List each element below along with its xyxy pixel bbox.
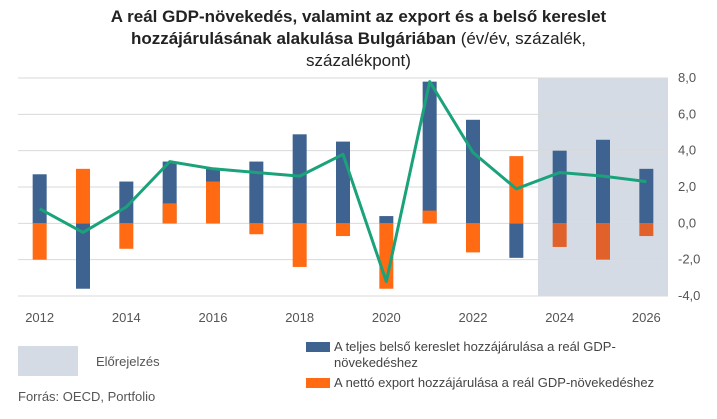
title-line2-rest: (év/év, százalék, <box>455 29 587 48</box>
legend-domestic-label: A teljes belső kereslet hozzájárulása a … <box>334 339 616 371</box>
bar-domestic-2018 <box>292 134 307 224</box>
bar-domestic-2021 <box>422 81 437 224</box>
x-tick-label: 2014 <box>112 310 141 325</box>
y-tick-label: 6,0 <box>678 106 696 121</box>
bar-domestic-2026 <box>639 168 654 224</box>
bar-export-2012 <box>32 223 47 260</box>
bar-export-2021 <box>422 210 437 224</box>
bar-domestic-2014 <box>119 181 134 224</box>
y-tick-label: -2,0 <box>678 252 700 267</box>
bar-domestic-2022 <box>466 119 480 224</box>
bar-export-2018 <box>292 223 307 267</box>
bar-export-2026 <box>639 223 654 237</box>
bar-export-2022 <box>466 223 480 253</box>
source-note: Forrás: OECD, Portfolio <box>18 389 156 404</box>
bar-domestic-2013 <box>76 223 90 289</box>
bar-domestic-2020 <box>379 216 394 224</box>
legend-domestic-line2: növekedéshez <box>334 355 418 370</box>
chart-title: A reál GDP-növekedés, valamint az export… <box>0 6 717 72</box>
x-tick-label: 2026 <box>632 310 661 325</box>
y-tick-label: 8,0 <box>678 70 696 85</box>
bar-export-2017 <box>249 223 264 235</box>
x-tick-label: 2024 <box>545 310 574 325</box>
bar-export-2016 <box>206 181 220 224</box>
bar-domestic-2024 <box>552 150 567 224</box>
legend-domestic-line1: A teljes belső kereslet hozzájárulása a … <box>334 339 616 354</box>
legend-domestic-swatch <box>306 342 330 352</box>
legend-export-swatch <box>306 378 330 388</box>
y-tick-label: 0,0 <box>678 215 696 230</box>
bar-export-2014 <box>119 223 134 249</box>
x-tick-label: 2016 <box>199 310 228 325</box>
bar-export-2019 <box>336 223 350 237</box>
bar-export-2024 <box>552 223 567 247</box>
x-tick-label: 2012 <box>25 310 54 325</box>
legend-forecast-swatch <box>18 346 78 376</box>
bar-domestic-2012 <box>32 174 47 224</box>
x-tick-label: 2020 <box>372 310 401 325</box>
bar-domestic-2017 <box>249 161 264 224</box>
bar-domestic-2023 <box>509 223 524 258</box>
x-tick-label: 2018 <box>285 310 314 325</box>
bar-export-2025 <box>596 223 610 260</box>
title-line3: százalékpont) <box>306 51 411 70</box>
y-tick-label: 2,0 <box>678 179 696 194</box>
legend-export-label: A nettó export hozzájárulása a reál GDP-… <box>334 375 655 390</box>
legend-forecast-label: Előrejelzés <box>96 354 160 369</box>
bar-domestic-2025 <box>596 139 610 224</box>
y-tick-label: 4,0 <box>678 143 696 158</box>
title-line1: A reál GDP-növekedés, valamint az export… <box>110 7 607 26</box>
y-tick-label: -4,0 <box>678 288 700 303</box>
x-tick-label: 2022 <box>459 310 488 325</box>
bar-export-2015 <box>162 203 177 224</box>
bar-export-2013 <box>76 168 90 224</box>
title-line2-bold: hozzájárulásának alakulása Bulgáriában <box>130 29 456 48</box>
